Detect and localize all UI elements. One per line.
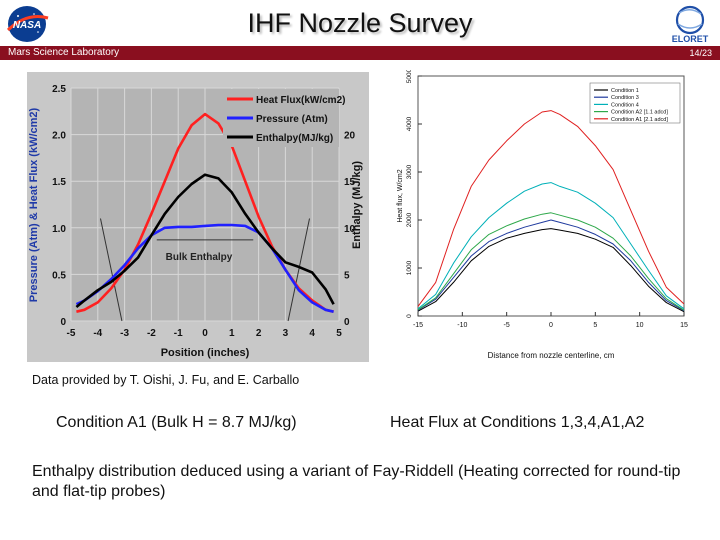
y-right-tick-label: 0: [344, 317, 350, 328]
legend-entry: Heat Flux(kW/cm2): [256, 95, 345, 106]
x-tick-label: -5: [504, 322, 510, 329]
legend-entry: Condition 1: [611, 88, 639, 94]
x-tick-label: -1: [174, 328, 183, 339]
description-text: Enthalpy distribution deduced using a va…: [32, 463, 681, 500]
series-line: [75, 223, 334, 313]
x-tick-label: 4: [309, 328, 315, 339]
series-line: [75, 173, 335, 309]
series-line: [417, 219, 685, 312]
y-left-tick-label: 0.5: [52, 270, 66, 281]
x-axis-label: Position (inches): [161, 347, 250, 359]
svg-text:NASA: NASA: [13, 20, 41, 31]
probe-edge-line: [99, 218, 123, 322]
data-credit: Data provided by T. Oishi, J. Fu, and E.…: [32, 373, 300, 387]
x-tick-label: 1: [229, 328, 235, 339]
heat-flux-conditions-chart: -15 -10 -5 0 5 10 15 0 1000 2000 3000 4000 5000 Cond…: [390, 70, 702, 362]
bulk-enthalpy-annotation: Bulk Enthalpy: [166, 252, 233, 263]
series-line: [417, 228, 685, 313]
legend: Heat Flux(kW/cm2) Pressure (Atm) Enthalpy(…: [223, 89, 345, 147]
page-number: 14/23: [689, 48, 712, 58]
x-tick-label: -2: [147, 328, 156, 339]
left-chart-caption: Condition A1 (Bulk H = 8.7 MJ/kg): [56, 414, 297, 431]
y-left-tick-label: 2.5: [52, 84, 66, 95]
eloret-logo-icon: ELORET: [672, 5, 709, 44]
legend-entry: Condition A1 [2.1 adcd]: [611, 117, 668, 123]
x-tick-label: 5: [336, 328, 342, 339]
x-tick-label: 0: [549, 322, 553, 329]
x-axis-label: Distance from nozzle centerline, cm: [488, 351, 615, 360]
y-tick-label: 3000: [406, 164, 413, 179]
y-left-tick-label: 1.0: [52, 224, 66, 235]
page-title: IHF Nozzle Survey: [247, 8, 473, 38]
nasa-logo-icon: NASA: [6, 6, 49, 42]
legend-entry: Pressure (Atm): [256, 114, 328, 125]
y-axis-left-label: Pressure (Atm) & Heat Flux (kW/cm2): [28, 107, 40, 302]
mission-label: Mars Science Laboratory: [8, 47, 120, 58]
series-line: [417, 182, 685, 310]
y-right-tick-label: 15: [344, 177, 356, 188]
x-tick-label: 15: [680, 322, 688, 329]
y-left-tick-label: 1.5: [52, 177, 66, 188]
y-left-tick-label: 2.0: [52, 131, 66, 142]
y-axis-right-label: Enthalpy (MJ/kg): [351, 161, 363, 249]
y-axis-label: Heat flux, W/cm2: [397, 169, 404, 222]
y-tick-label: 4000: [406, 116, 413, 131]
y-tick-label: 2000: [406, 212, 413, 227]
y-tick-label: 5000: [406, 70, 413, 83]
y-tick-label: 1000: [406, 260, 413, 275]
svg-text:ELORET: ELORET: [672, 34, 709, 44]
x-tick-label: -4: [93, 328, 102, 339]
condition-a1-chart: -5 -4 -3 -2 -1 0 1 2 3 4 500.51.01.52.02.505101520…: [27, 72, 369, 362]
x-tick-label: 2: [256, 328, 262, 339]
legend-entry: Condition A2 [1.1 adcd]: [611, 110, 668, 116]
right-chart-caption: Heat Flux at Conditions 1,3,4,A1,A2: [390, 414, 645, 431]
x-tick-label: 5: [593, 322, 597, 329]
series-line: [417, 110, 685, 307]
header-band: [0, 46, 720, 60]
y-right-tick-label: 5: [344, 270, 350, 281]
series-line: [417, 212, 685, 311]
legend-entry: Condition 3: [611, 95, 639, 101]
legend-entry: Enthalpy(MJ/kg): [256, 133, 333, 144]
y-right-tick-label: 20: [344, 131, 356, 142]
y-right-tick-label: 10: [344, 224, 356, 235]
probe-edge-line: [287, 218, 311, 322]
x-tick-label: 0: [202, 328, 208, 339]
x-tick-label: -5: [67, 328, 76, 339]
legend-entry: Condition 4: [611, 102, 639, 108]
x-tick-label: -15: [413, 322, 423, 329]
y-left-tick-label: 0: [60, 317, 66, 328]
y-tick-label: 0: [406, 314, 413, 318]
x-tick-label: 3: [283, 328, 289, 339]
x-tick-label: -3: [120, 328, 129, 339]
x-tick-label: -10: [457, 322, 467, 329]
x-tick-label: 10: [636, 322, 644, 329]
